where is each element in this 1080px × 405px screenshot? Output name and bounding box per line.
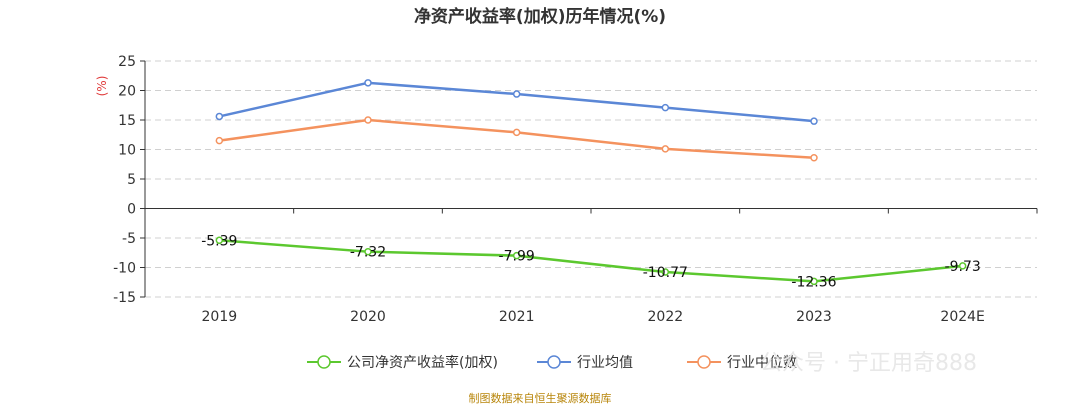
data-point	[661, 145, 670, 153]
y-tick-label: -15	[113, 290, 136, 306]
axes: 25 20 15 10 5 0 -5 -10 -15 2019 2020 2021 2022 2023 20…	[113, 54, 1038, 325]
legend-label: 行业中位数	[727, 355, 797, 371]
y-tick-label: 0	[127, 202, 136, 218]
data-label: -7.99	[499, 249, 535, 265]
y-tick-label: 10	[118, 143, 136, 159]
legend-swatch-marker	[317, 355, 331, 369]
data-point	[512, 90, 521, 98]
data-point	[364, 116, 372, 124]
data-point	[512, 128, 521, 137]
legend-item: 行业均值	[537, 355, 633, 371]
grid-lines	[145, 60, 1037, 298]
legend-label: 行业均值	[577, 355, 633, 371]
x-tick-label: 2023	[796, 309, 832, 325]
data-label: -12.36	[791, 274, 836, 290]
data-labels: -5.39 -7.32 -7.99 -10.77 -12.36 -9.73	[201, 233, 981, 290]
legend-swatch-marker	[547, 355, 561, 369]
x-tick-label: 2019	[202, 309, 238, 325]
legend: 公司净资产收益率(加权) 行业均值 行业中位数	[307, 354, 797, 371]
series-line	[219, 239, 963, 283]
chart-title: 净资产收益率(加权)历年情况(%)	[414, 6, 666, 27]
watermark: 公众号 · 宁正用奇888	[760, 351, 977, 376]
data-point	[364, 247, 372, 256]
data-label: -9.73	[945, 259, 981, 275]
data-label: -7.32	[350, 245, 386, 261]
y-tick-label: 20	[118, 84, 136, 100]
legend-item: 公司净资产收益率(加权)	[307, 354, 498, 371]
series-line	[219, 118, 815, 160]
series-0	[215, 236, 967, 286]
y-tick-label: 15	[118, 113, 136, 129]
data-point	[364, 79, 372, 87]
data-point	[215, 236, 224, 245]
series-1	[215, 79, 818, 125]
data-point	[810, 277, 818, 286]
series-layer	[215, 79, 967, 286]
x-tick-label: 2024E	[940, 309, 984, 325]
legend-label: 公司净资产收益率(加权)	[347, 354, 498, 371]
y-tick-label: 25	[118, 54, 136, 70]
series-line	[219, 81, 815, 123]
data-point	[215, 112, 224, 121]
data-label: -5.39	[201, 233, 237, 249]
x-tick-label: 2020	[350, 309, 386, 325]
data-point	[215, 136, 224, 145]
x-tick-label: 2021	[499, 309, 535, 325]
data-point	[661, 103, 670, 112]
data-point	[810, 154, 818, 162]
data-label: -10.77	[643, 265, 688, 281]
source-note: 制图数据来自恒生聚源数据库	[469, 391, 612, 405]
y-tick-label: -10	[113, 261, 136, 277]
y-axis-unit: (%)	[95, 76, 109, 97]
data-point	[661, 268, 670, 276]
y-tick-label: -5	[122, 231, 136, 247]
data-point	[512, 251, 521, 260]
x-tick-label: 2022	[648, 309, 684, 325]
y-tick-label: 5	[127, 172, 136, 188]
data-point	[810, 117, 818, 125]
legend-swatch-marker	[697, 355, 711, 369]
series-2	[215, 116, 818, 162]
legend-item: 行业中位数	[687, 355, 797, 371]
data-point	[958, 262, 967, 270]
